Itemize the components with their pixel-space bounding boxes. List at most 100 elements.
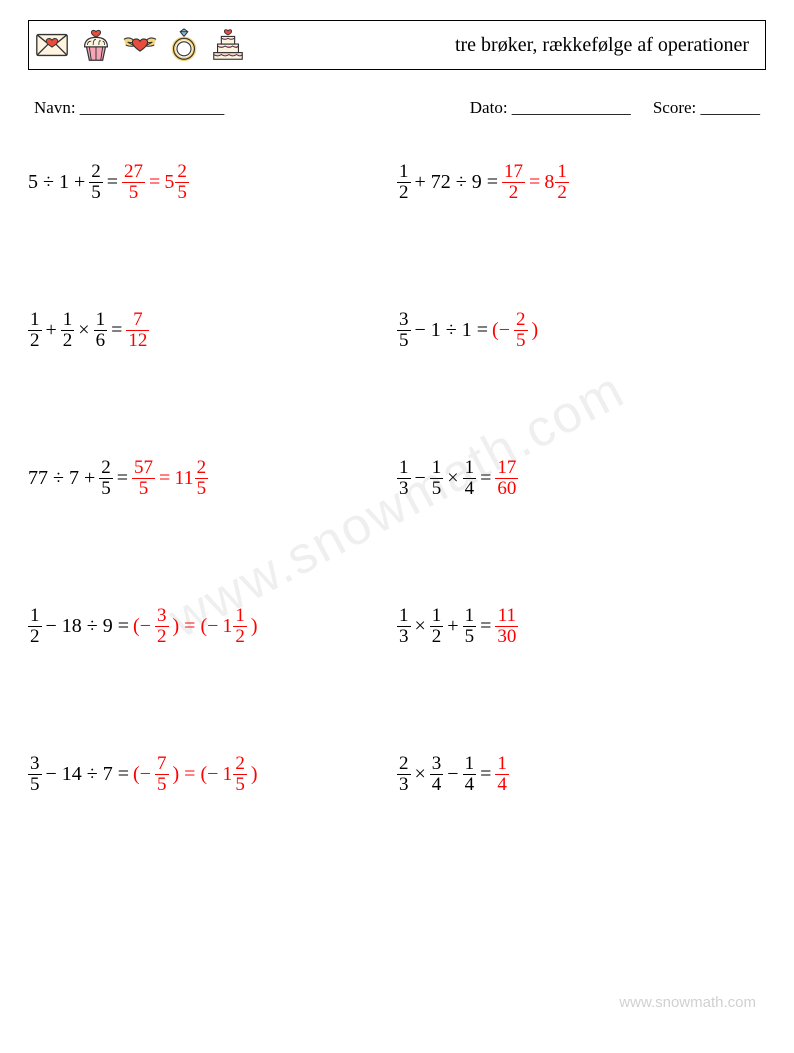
fraction: 75 xyxy=(155,754,169,795)
header-icons xyxy=(33,21,247,69)
expr-text: × xyxy=(447,467,458,490)
fraction: 15 xyxy=(430,458,444,499)
exercise-cell: 35 − 14 ÷ 7 = (−75) = (−125) xyxy=(28,734,397,882)
expr-text: = xyxy=(111,319,122,342)
name-field: Navn: _________________ xyxy=(34,98,224,118)
exercise-cell: 35 − 1 ÷ 1 = (−25) xyxy=(397,290,766,438)
denominator: 5 xyxy=(127,183,141,203)
numerator: 3 xyxy=(397,310,411,330)
worksheet-page: tre brøker, rækkefølge af operationer Na… xyxy=(0,0,794,1053)
denominator: 6 xyxy=(94,331,108,351)
exercise-cell: 13 − 15 × 14 = 1760 xyxy=(397,438,766,586)
exercises-grid: 5 ÷ 1 + 25 = 275 = 52512 + 72 ÷ 9 = 172 … xyxy=(28,142,766,882)
score-field: Score: _______ xyxy=(653,98,760,118)
expr-text: − xyxy=(415,467,426,490)
numerator: 7 xyxy=(155,754,169,774)
expr-text: 5 ÷ 1 + xyxy=(28,171,85,194)
numerator: 2 xyxy=(89,162,103,182)
expr-text: ) = (− xyxy=(173,763,219,786)
fraction: 575 xyxy=(132,458,155,499)
numerator: 1 xyxy=(397,606,411,626)
expression: 12 − 18 ÷ 9 = (−32) = (−112) xyxy=(28,606,258,647)
denominator: 12 xyxy=(126,331,149,351)
fraction: 172 xyxy=(502,162,525,203)
mixed-number: 125 xyxy=(222,754,247,795)
denominator: 2 xyxy=(28,331,42,351)
numerator: 1 xyxy=(61,310,75,330)
worksheet-title: tre brøker, rækkefølge af operationer xyxy=(455,34,755,57)
fraction: 25 xyxy=(233,754,247,795)
mixed-number: 525 xyxy=(164,162,189,203)
numerator: 1 xyxy=(495,754,509,774)
footer-url: www.snowmath.com xyxy=(619,994,756,1011)
denominator: 5 xyxy=(397,331,411,351)
fraction: 12 xyxy=(28,606,42,647)
numerator: 1 xyxy=(463,606,477,626)
expr-text: = xyxy=(480,467,491,490)
denominator: 5 xyxy=(233,775,247,795)
fraction: 1130 xyxy=(495,606,518,647)
whole-part: 5 xyxy=(164,171,174,194)
fraction: 25 xyxy=(89,162,103,203)
fraction: 25 xyxy=(99,458,113,499)
numerator: 1 xyxy=(397,162,411,182)
denominator: 3 xyxy=(397,775,411,795)
numerator: 7 xyxy=(131,310,145,330)
numerator: 1 xyxy=(430,458,444,478)
expr-text: 77 ÷ 7 + xyxy=(28,467,95,490)
expr-text: ) xyxy=(251,615,258,638)
numerator: 17 xyxy=(495,458,518,478)
expr-text: × xyxy=(415,763,426,786)
numerator: 57 xyxy=(132,458,155,478)
whole-part: 11 xyxy=(174,467,193,490)
denominator: 4 xyxy=(463,479,477,499)
expr-text: = xyxy=(107,171,118,194)
expression: 5 ÷ 1 + 25 = 275 = 525 xyxy=(28,162,189,203)
denominator: 2 xyxy=(397,183,411,203)
info-row: Navn: _________________ Dato: __________… xyxy=(28,98,766,118)
ring-icon xyxy=(165,26,203,64)
expr-text: × xyxy=(78,319,89,342)
fraction: 275 xyxy=(122,162,145,203)
denominator: 2 xyxy=(430,627,444,647)
numerator: 2 xyxy=(99,458,113,478)
info-right: Dato: ______________ Score: _______ xyxy=(470,98,760,118)
numerator: 3 xyxy=(155,606,169,626)
expression: 77 ÷ 7 + 25 = 575 = 1125 xyxy=(28,458,208,499)
mixed-number: 812 xyxy=(544,162,569,203)
numerator: 1 xyxy=(463,754,477,774)
numerator: 2 xyxy=(397,754,411,774)
fraction: 25 xyxy=(514,310,528,351)
expr-text: = xyxy=(159,467,170,490)
whole-part: 8 xyxy=(544,171,554,194)
denominator: 5 xyxy=(514,331,528,351)
fraction: 32 xyxy=(155,606,169,647)
fraction: 35 xyxy=(397,310,411,351)
expr-text: = xyxy=(480,763,491,786)
numerator: 17 xyxy=(502,162,525,182)
numerator: 2 xyxy=(195,458,209,478)
expr-text: (− xyxy=(133,615,151,638)
denominator: 5 xyxy=(463,627,477,647)
numerator: 2 xyxy=(514,310,528,330)
denominator: 4 xyxy=(430,775,444,795)
fraction: 14 xyxy=(463,754,477,795)
denominator: 5 xyxy=(175,183,189,203)
fraction: 35 xyxy=(28,754,42,795)
numerator: 2 xyxy=(175,162,189,182)
fraction: 15 xyxy=(463,606,477,647)
fraction: 12 xyxy=(555,162,569,203)
denominator: 4 xyxy=(463,775,477,795)
expr-text: = xyxy=(117,467,128,490)
expr-text: − 14 ÷ 7 = xyxy=(46,763,130,786)
expression: 35 − 1 ÷ 1 = (−25) xyxy=(397,310,538,351)
exercise-cell: 77 ÷ 7 + 25 = 575 = 1125 xyxy=(28,438,397,586)
numerator: 1 xyxy=(397,458,411,478)
numerator: 1 xyxy=(28,310,42,330)
denominator: 2 xyxy=(28,627,42,647)
expression: 13 − 15 × 14 = 1760 xyxy=(397,458,518,499)
love-letter-icon xyxy=(33,26,71,64)
fraction: 12 xyxy=(28,310,42,351)
denominator: 30 xyxy=(495,627,518,647)
fraction: 25 xyxy=(175,162,189,203)
